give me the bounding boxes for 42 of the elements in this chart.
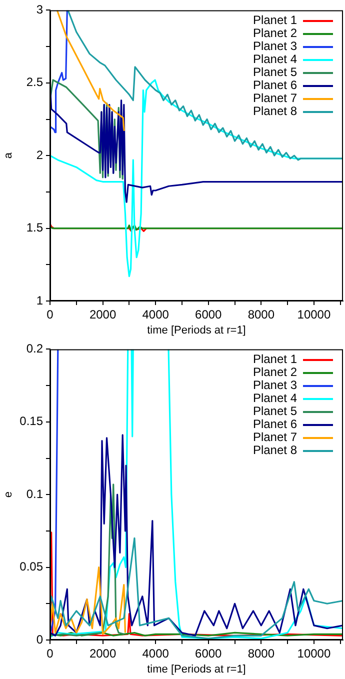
x-tick-label: 10000	[297, 308, 331, 322]
y-tick-label: 2.5	[26, 75, 44, 90]
legend-label: Planet 1	[252, 13, 297, 27]
y-tick-label: 0	[36, 632, 44, 646]
x-tick-label: 8000	[248, 308, 275, 322]
legend-label: Planet 6	[252, 417, 297, 431]
legend-label: Planet 5	[252, 65, 297, 79]
legend-label: Planet 3	[252, 378, 297, 392]
y-tick-label: 0.05	[20, 560, 44, 574]
legend-label: Planet 2	[252, 26, 297, 40]
x-tick-label: 6000	[195, 646, 222, 661]
legend-label: Planet 8	[252, 104, 297, 118]
y-tick-label: 0.2	[26, 342, 44, 356]
y-tick-label: 2	[36, 148, 44, 162]
legend-label: Planet 4	[252, 391, 297, 405]
legend-label: Planet 7	[252, 430, 297, 444]
y-tick-label: 0.1	[26, 486, 44, 501]
x-tick-label: 4000	[142, 646, 170, 661]
legend-label: Planet 8	[252, 443, 297, 457]
y-axis-title: a	[2, 152, 15, 159]
legend-label: Planet 7	[252, 91, 297, 105]
y-tick-label: 0.15	[20, 414, 44, 428]
x-tick-label: 0	[46, 308, 54, 322]
legend-label: Planet 6	[252, 78, 297, 92]
x-axis-title: time [Periods at r=1]	[147, 324, 246, 336]
x-tick-label: 0	[46, 646, 54, 661]
legend-label: Planet 3	[252, 39, 297, 53]
y-tick-label: 3	[36, 2, 44, 17]
legend-label: Planet 2	[252, 365, 297, 379]
x-axis-title: time [Periods at r=1]	[147, 663, 246, 676]
legend-label: Planet 1	[252, 352, 297, 366]
y-tick-label: 1.5	[26, 220, 44, 235]
x-tick-label: 6000	[195, 308, 222, 322]
y-tick-label: 1	[36, 293, 44, 308]
x-tick-label: 10000	[297, 646, 331, 661]
legend-label: Planet 4	[252, 52, 297, 66]
y-axis-title: e	[2, 492, 15, 498]
x-tick-label: 4000	[142, 308, 170, 322]
x-tick-label: 2000	[89, 646, 116, 661]
x-tick-label: 2000	[89, 308, 116, 322]
x-tick-label: 8000	[248, 646, 275, 661]
legend-label: Planet 5	[252, 404, 297, 418]
